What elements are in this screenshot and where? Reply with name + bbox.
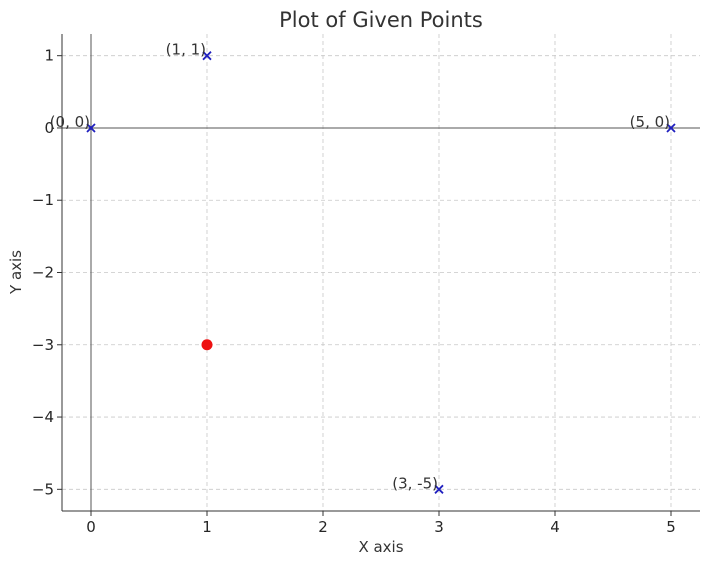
y-tick-label: −4 — [32, 408, 54, 426]
chart-title: Plot of Given Points — [279, 8, 483, 32]
x-marker — [86, 123, 96, 133]
y-tick-label: −3 — [32, 336, 54, 354]
grid — [62, 34, 700, 511]
y-axis-label: Y axis — [7, 250, 25, 295]
reference-lines — [62, 34, 700, 511]
point-label: (5, 0) — [630, 113, 670, 131]
x-marker — [666, 123, 676, 133]
y-tick-label: 0 — [44, 119, 54, 137]
x-marker-stroke — [202, 51, 212, 61]
y-tick-label: 1 — [44, 47, 54, 65]
y-tick-label: −2 — [32, 264, 54, 282]
x-marker-stroke — [434, 484, 444, 494]
point-label: (0, 0) — [50, 113, 90, 131]
x-tick-label: 1 — [202, 518, 212, 536]
data-points — [86, 51, 676, 494]
x-tick-label: 4 — [550, 518, 560, 536]
x-marker-stroke — [666, 123, 676, 133]
y-tick-label: −5 — [32, 480, 54, 498]
y-tick-label: −1 — [32, 191, 54, 209]
point-labels: (0, 0) (1, 1) (5, 0) (3, -5) — [50, 41, 670, 493]
x-tick-label: 3 — [434, 518, 444, 536]
x-tick-label: 2 — [318, 518, 328, 536]
x-marker-stroke — [86, 123, 96, 133]
x-marker — [434, 484, 444, 494]
point-label: (1, 1) — [166, 41, 206, 59]
x-tick-label: 0 — [86, 518, 96, 536]
point-label: (3, -5) — [392, 474, 438, 492]
x-tick-label: 5 — [666, 518, 676, 536]
circle-marker — [201, 339, 213, 351]
x-marker — [202, 51, 212, 61]
ticks: 0 1 2 3 4 5 1 0 −1 −2 −3 −4 −5 — [32, 47, 676, 536]
x-axis-label: X axis — [358, 538, 403, 556]
